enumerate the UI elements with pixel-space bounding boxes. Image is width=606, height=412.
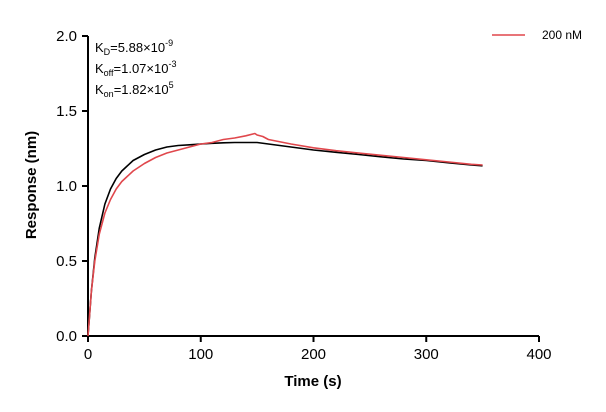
y-tick-label: 1.0 (56, 178, 77, 195)
legend: 200 nM (492, 28, 582, 42)
x-tick-label: 400 (526, 346, 551, 363)
y-tick-label: 0.0 (56, 328, 77, 345)
y-axis-title: Response (nm) (23, 131, 40, 239)
x-tick-label: 100 (188, 346, 213, 363)
kinetic-constant: Kon=1.82×105 (95, 80, 174, 99)
x-axis-title: Time (s) (284, 373, 341, 390)
series-line-200nM (87, 132, 483, 337)
y-tick-label: 1.5 (56, 103, 77, 120)
legend-label: 200 nM (542, 28, 582, 42)
y-tick-label: 0.5 (56, 253, 77, 270)
kinetic-constant: KD=5.88×10-9 (95, 38, 173, 57)
kinetic-constants: KD=5.88×10-9 Koff=1.07×10-3 Kon=1.82×105 (95, 38, 176, 99)
x-tick-label: 200 (301, 346, 326, 363)
kinetic-constant: Koff=1.07×10-3 (95, 59, 176, 78)
x-tick-label: 300 (414, 346, 439, 363)
series-line-fit (87, 141, 483, 337)
series-layer (87, 132, 483, 337)
ticks: 0 100 200 300 400 0.0 0.5 1.0 1.5 2.0 (56, 28, 551, 363)
axes (87, 36, 539, 337)
x-tick-label: 0 (84, 346, 92, 363)
y-tick-label: 2.0 (56, 28, 77, 45)
